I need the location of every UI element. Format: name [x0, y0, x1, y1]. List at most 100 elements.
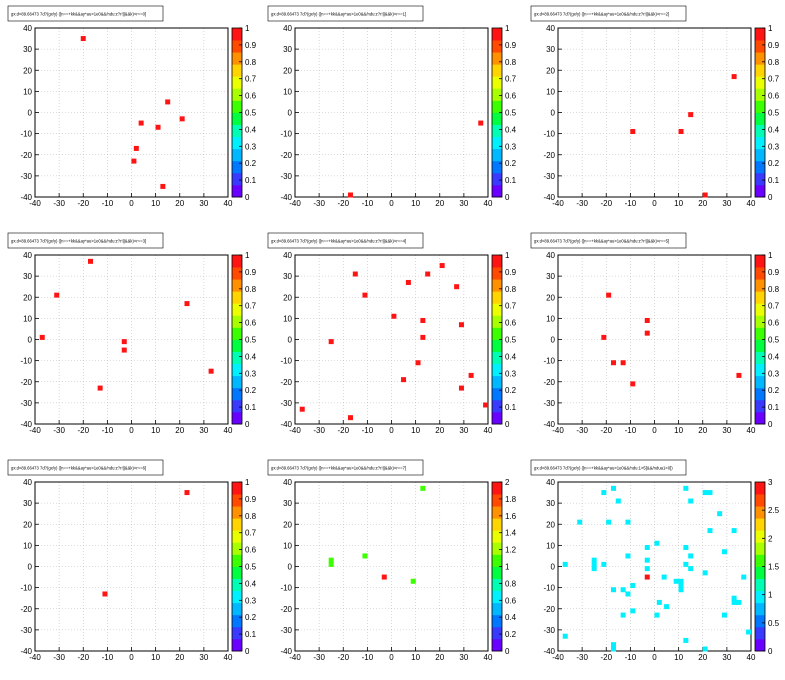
colorbar-segment — [232, 339, 242, 352]
data-point — [702, 646, 708, 652]
data-point — [702, 570, 708, 576]
data-point — [731, 595, 737, 601]
colorbar-tick-label: 0.3 — [768, 369, 780, 378]
x-tick-label: -20 — [77, 653, 89, 662]
data-point — [630, 381, 636, 387]
data-point — [625, 553, 631, 559]
x-tick-label: -20 — [337, 199, 349, 208]
y-tick-label: 20 — [546, 293, 555, 302]
colorbar-tick-label: 0.6 — [505, 596, 517, 605]
data-point — [420, 485, 426, 491]
colorbar-tick-label: 0 — [505, 193, 510, 202]
colorbar-segment — [492, 566, 502, 579]
y-tick-label: -10 — [280, 584, 292, 593]
x-tick-label: -40 — [552, 426, 564, 435]
colorbar-segment — [232, 399, 242, 413]
colorbar-segment — [232, 411, 242, 425]
data-point — [707, 490, 713, 496]
y-tick-label: 20 — [546, 66, 555, 75]
colorbar-tick-label: 0.9 — [768, 41, 780, 50]
colorbar-tick-label: 1.8 — [505, 495, 517, 504]
x-tick-label: -30 — [576, 426, 588, 435]
colorbar-segment — [492, 291, 502, 304]
y-tick-label: 30 — [283, 45, 292, 54]
data-point — [688, 112, 694, 118]
x-tick-label: 20 — [435, 199, 444, 208]
colorbar-segment — [492, 626, 502, 640]
data-point — [160, 183, 166, 189]
colorbar-tick-label: 0.1 — [245, 630, 257, 639]
colorbar-tick-label: 0.1 — [505, 176, 517, 185]
data-point — [606, 519, 612, 525]
y-tick-label: -40 — [543, 420, 555, 429]
y-tick-label: 40 — [546, 24, 555, 33]
data-point — [562, 561, 568, 567]
y-tick-label: -10 — [20, 584, 32, 593]
chart-title-box — [7, 459, 164, 476]
chart-panel-3: gx:d<89.66473 7d?(gx/y) ([n==+kk&&ay*au>… — [530, 5, 780, 208]
colorbar-segment — [755, 172, 765, 186]
x-tick-label: -30 — [53, 199, 65, 208]
x-tick-label: 10 — [151, 653, 160, 662]
colorbar-tick-label: 0.2 — [505, 630, 517, 639]
data-point — [731, 599, 737, 605]
data-point — [683, 637, 689, 643]
colorbar-tick-label: 0 — [245, 647, 250, 656]
colorbar-tick-label: 0 — [768, 420, 773, 429]
data-point — [736, 599, 742, 605]
x-tick-label: -40 — [289, 199, 301, 208]
colorbar-segment — [492, 387, 502, 401]
colorbar-segment — [492, 64, 502, 77]
colorbar-tick-label: 0.8 — [505, 285, 517, 294]
data-point — [415, 360, 421, 366]
data-point — [328, 561, 334, 567]
colorbar-segment — [232, 255, 242, 268]
data-point — [458, 322, 464, 328]
colorbar-tick-label: 0.4 — [768, 125, 780, 134]
colorbar-tick-label: 0.8 — [245, 512, 257, 521]
colorbar-segment — [755, 494, 765, 507]
colorbar-segment — [755, 88, 765, 101]
x-tick-label: -10 — [362, 199, 374, 208]
data-point — [131, 158, 137, 164]
data-point — [654, 540, 660, 546]
x-tick-label: 20 — [698, 199, 707, 208]
x-tick-label: -10 — [102, 653, 114, 662]
colorbar-segment — [232, 136, 242, 150]
colorbar-segment — [755, 638, 765, 652]
colorbar-segment — [232, 482, 242, 495]
y-tick-label: -40 — [280, 420, 292, 429]
colorbar-segment — [492, 184, 502, 198]
colorbar-tick-label: 2.5 — [768, 506, 780, 515]
x-tick-label: 10 — [411, 653, 420, 662]
colorbar-tick-label: 0.4 — [505, 125, 517, 134]
data-point — [664, 604, 670, 610]
colorbar-tick-label: 0.6 — [768, 92, 780, 101]
y-tick-label: 40 — [23, 251, 32, 260]
chart-title: gx:d<89.66473 7d?(gx/y) ([n==+kk&&ay*au>… — [271, 12, 406, 17]
chart-title-box — [267, 5, 424, 22]
x-tick-label: 40 — [224, 653, 233, 662]
colorbar-segment — [492, 172, 502, 186]
data-point — [97, 385, 103, 391]
colorbar-tick-label: 0.3 — [245, 142, 257, 151]
colorbar-segment — [232, 387, 242, 401]
colorbar-tick-label: 0.3 — [505, 369, 517, 378]
data-point — [121, 339, 127, 345]
chart-panel-1: gx:d<89.66473 7d?(gx/y) ([n==+kk&&ay*au>… — [7, 5, 257, 208]
y-tick-label: 0 — [551, 109, 556, 118]
colorbar-tick-label: 1 — [505, 251, 510, 260]
colorbar-segment — [232, 148, 242, 162]
colorbar-segment — [492, 303, 502, 316]
chart-title: gx:d<89.66473 7d?(gx/y) ([n==+kk&&ay*au>… — [534, 12, 669, 17]
data-point — [683, 544, 689, 550]
colorbar-tick-label: 0.7 — [245, 529, 257, 538]
y-tick-label: -40 — [20, 647, 32, 656]
data-point — [80, 36, 86, 42]
colorbar-segment — [492, 160, 502, 174]
colorbar-segment — [755, 506, 765, 519]
data-point — [478, 120, 484, 126]
y-tick-label: -20 — [543, 378, 555, 387]
chart-title: gx:d<89.66473 7d?(gx/y) ([n==+kk&&ay*au>… — [11, 239, 146, 244]
